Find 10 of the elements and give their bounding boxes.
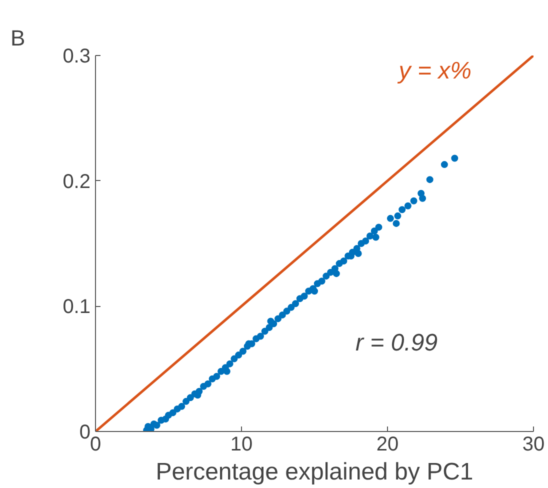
annotation: r = 0.99: [356, 330, 438, 356]
series-label: y = x%: [396, 58, 472, 84]
x-axis-title: Percentage explained by PC1: [156, 458, 474, 486]
y-tick-label: 0.3: [62, 46, 91, 68]
y-tick-label: 0.1: [62, 296, 91, 318]
chart-title: B: [10, 26, 26, 50]
x-tick-label: 10: [230, 434, 253, 456]
x-tick-label: 30: [522, 434, 545, 456]
x-tick-label: 20: [376, 434, 399, 456]
y-tick-label: 0.2: [62, 170, 91, 193]
